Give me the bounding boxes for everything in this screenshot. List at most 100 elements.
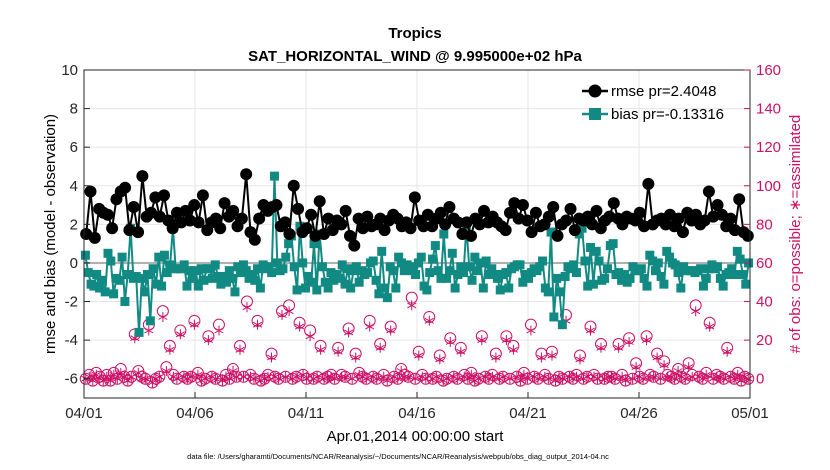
obs-assimilated-point	[414, 350, 424, 361]
rmse-point	[465, 229, 478, 242]
bias-point	[354, 277, 364, 287]
obs-assimilated-point	[98, 375, 108, 386]
rmse-point	[521, 214, 534, 227]
y-right-tick-label: 160	[756, 62, 781, 79]
bias-point	[608, 239, 618, 249]
rmse-point	[253, 212, 266, 225]
bias-point	[552, 273, 562, 283]
bias-point	[478, 283, 488, 293]
bias-point	[103, 248, 113, 258]
bias-point	[145, 316, 155, 326]
obs-possible-point	[679, 372, 692, 385]
bias-point	[236, 268, 246, 278]
obs-assimilated-point	[410, 373, 420, 384]
obs-assimilated-point	[582, 371, 592, 382]
rmse-point	[542, 210, 555, 223]
bias-point	[281, 252, 291, 262]
obs-assimilated-point	[687, 371, 697, 382]
bias-point	[190, 266, 200, 276]
obs-assimilated-point	[189, 319, 199, 330]
rmse-point	[525, 226, 538, 239]
obs-assimilated-point	[729, 373, 739, 384]
x-tick-label: 04/16	[398, 405, 436, 422]
obs-assimilated-point	[337, 371, 347, 382]
bias-point	[224, 266, 234, 276]
y-right-tick-label: 60	[756, 255, 773, 272]
rmse-series	[80, 168, 754, 252]
obs-assimilated-point	[543, 373, 554, 384]
obs-assimilated-point	[501, 335, 511, 346]
bias-point	[413, 258, 423, 268]
rmse-point	[348, 239, 361, 252]
bias-point	[673, 268, 683, 278]
obs-assimilated-point	[498, 371, 508, 382]
y-axis-right: 160 140 120 100 80 60 40 20 0	[744, 62, 781, 388]
obs-assimilated-point	[680, 373, 690, 384]
bias-point	[306, 277, 316, 287]
bias-point	[650, 266, 660, 276]
bias-point	[729, 270, 739, 280]
y-left-tick-label: -6	[65, 371, 78, 388]
obs-assimilated-point	[305, 331, 315, 342]
bias-point	[436, 273, 446, 283]
rmse-point	[724, 212, 737, 225]
bias-point	[481, 256, 491, 266]
bias-point	[89, 281, 99, 291]
obs-assimilated-point	[249, 373, 259, 384]
bias-point	[317, 262, 327, 272]
obs-assimilated-point	[526, 325, 536, 336]
obs-assimilated-point	[224, 373, 235, 384]
obs-assimilated-point	[175, 329, 185, 340]
bias-point	[662, 246, 672, 256]
rmse-point	[292, 202, 305, 215]
bias-point	[159, 250, 169, 260]
rmse-point	[499, 224, 512, 237]
legend-bias-marker	[589, 108, 601, 120]
rmse-point	[158, 189, 171, 202]
bias-point	[323, 283, 333, 293]
rmse-point	[209, 212, 222, 225]
obs-assimilated-point	[684, 362, 694, 373]
rmse-point	[361, 210, 374, 223]
y-right-tick-label: 140	[756, 101, 781, 118]
rmse-point	[564, 202, 577, 215]
bias-point	[456, 262, 466, 272]
rmse-point	[305, 208, 318, 221]
obs-assimilated-point	[294, 321, 305, 332]
y-left-tick-label: -4	[65, 332, 78, 349]
bias-point	[326, 268, 336, 278]
bias-point	[543, 287, 553, 297]
obs-assimilated-point	[487, 371, 497, 382]
bias-point	[123, 270, 133, 280]
obs-assimilated-point	[161, 366, 171, 376]
bias-point	[444, 266, 454, 276]
obs-assimilated-point	[316, 344, 326, 355]
y-left-tick-label: 2	[70, 216, 78, 233]
obs-assimilated-point	[536, 352, 547, 363]
rmse-point	[741, 229, 754, 242]
bias-point	[718, 281, 728, 291]
obs-assimilated-point	[210, 373, 221, 384]
rmse-point	[84, 185, 97, 198]
x-tick-label: 05/01	[731, 405, 769, 422]
obs-possible-point	[402, 370, 415, 383]
bias-point	[269, 171, 279, 181]
rmse-point	[136, 170, 149, 183]
rmse-point	[568, 224, 581, 237]
bias-point	[614, 268, 624, 278]
bias-point	[284, 239, 294, 249]
y-axis-left: 10 8 6 4 2 0 -2 -4 -6	[61, 62, 90, 388]
bias-point	[154, 252, 164, 262]
rmse-point	[711, 199, 724, 212]
obs-assimilated-point	[575, 354, 585, 365]
bias-point	[560, 271, 570, 281]
rmse-point	[560, 214, 573, 227]
obs-assimilated-point	[273, 373, 284, 384]
rmse-point	[119, 181, 132, 194]
obs-assimilated-point	[231, 371, 242, 382]
rmse-point	[434, 206, 447, 219]
bias-point	[131, 271, 141, 281]
obs-assimilated-point	[522, 373, 532, 384]
obs-assimilated-point	[585, 325, 596, 336]
bias-point	[151, 279, 161, 289]
